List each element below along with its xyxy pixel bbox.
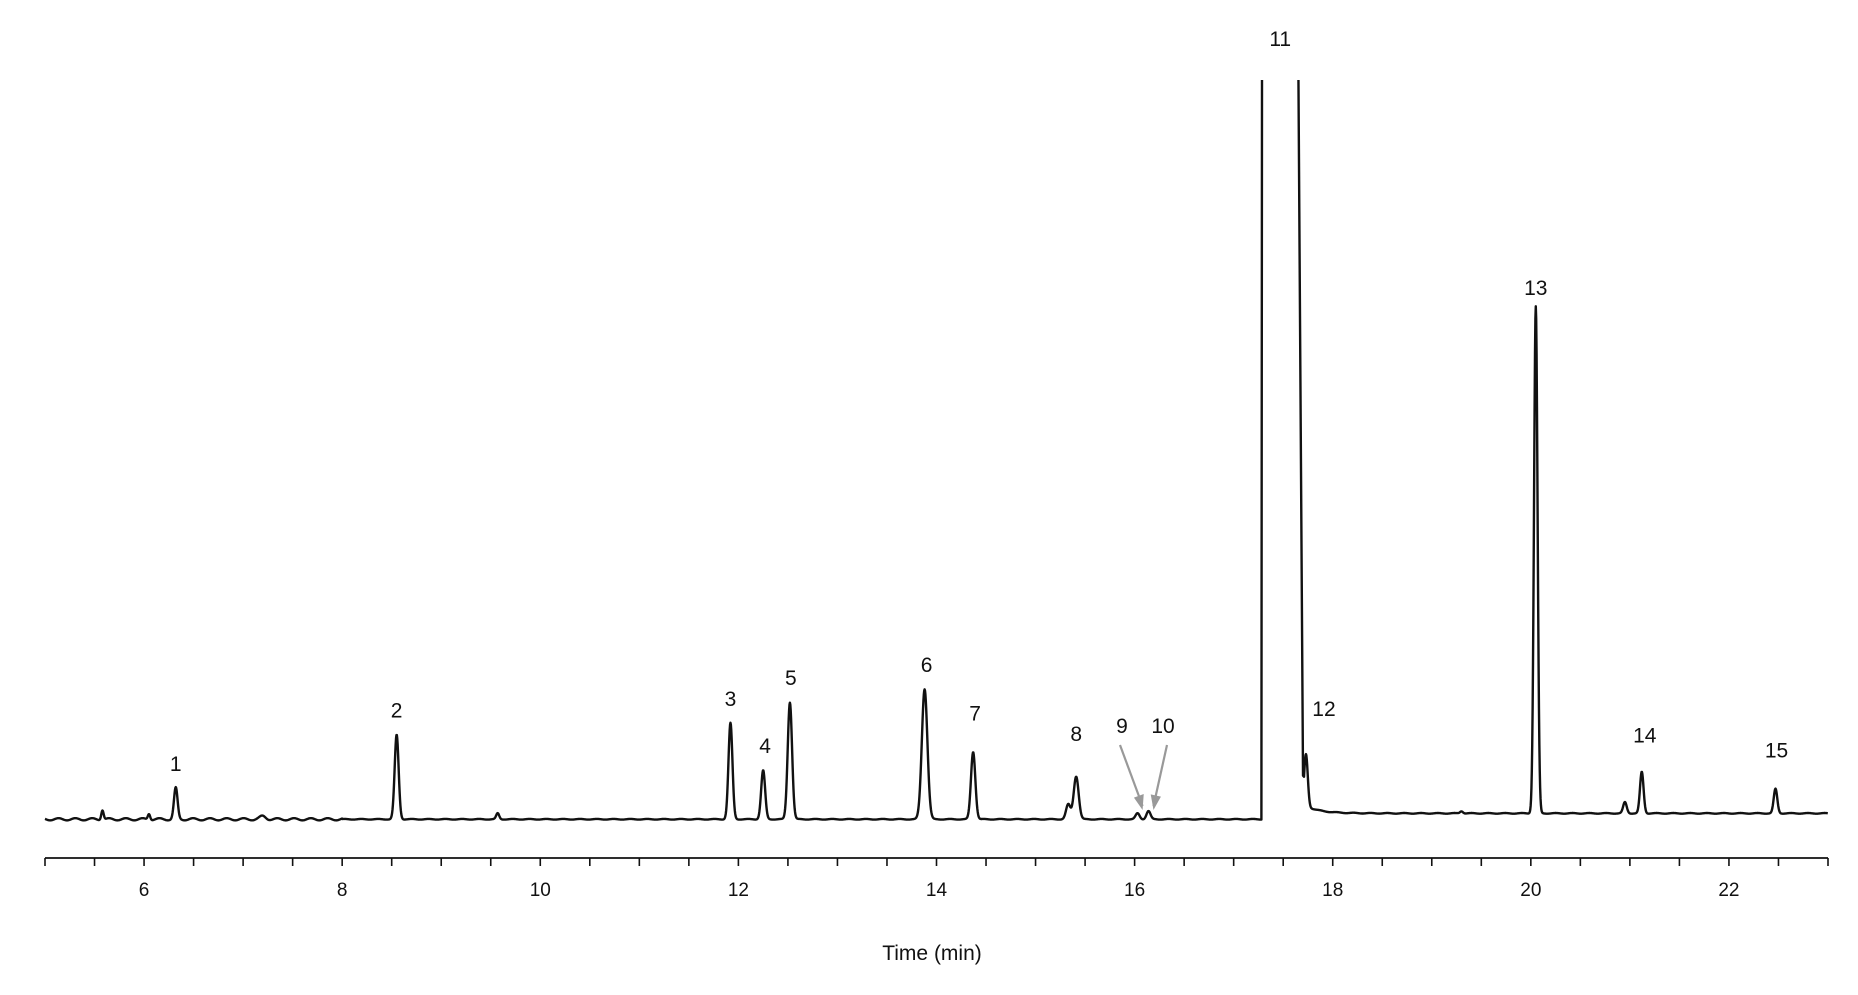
peak-label-15: 15: [1765, 740, 1788, 763]
arrow-head: [1133, 794, 1144, 810]
x-tick-label: 12: [728, 880, 749, 901]
arrow-head: [1150, 794, 1161, 810]
peak-label-12: 12: [1312, 698, 1335, 721]
plot-area: [44, 79, 1829, 822]
peak-arrow: [1118, 744, 1144, 807]
x-tick-label: 6: [139, 880, 150, 901]
peak-label-1: 1: [170, 753, 182, 776]
x-tick-label: 14: [926, 880, 948, 901]
peak-label-2: 2: [391, 700, 403, 723]
trace-segment-1: [44, 79, 1264, 822]
x-tick-label: 10: [530, 880, 551, 901]
x-tick-label: 18: [1322, 880, 1343, 901]
x-axis: 6 8 10 12 14 16 18 20 22: [44, 857, 1829, 901]
x-tick-label: 8: [337, 880, 348, 901]
peak-label-11: 11: [1269, 28, 1291, 51]
peak-label-14: 14: [1633, 725, 1657, 748]
peak-label-4: 4: [759, 735, 771, 758]
x-tick-label: 22: [1718, 880, 1739, 901]
peak-label-8: 8: [1070, 723, 1082, 746]
x-tick-label: 20: [1520, 880, 1541, 901]
peak-label-6: 6: [921, 654, 933, 677]
peak-label-13: 13: [1524, 277, 1547, 300]
trace-segment-2: [1297, 79, 1829, 815]
peak-label-7: 7: [969, 703, 981, 726]
x-axis-title: Time (min): [882, 942, 982, 965]
peak-label-5: 5: [785, 667, 797, 690]
x-tick-label: 16: [1124, 880, 1145, 901]
peak-label-10: 10: [1151, 715, 1174, 738]
peak-label-9: 9: [1116, 715, 1128, 738]
peak-label-3: 3: [725, 688, 737, 711]
